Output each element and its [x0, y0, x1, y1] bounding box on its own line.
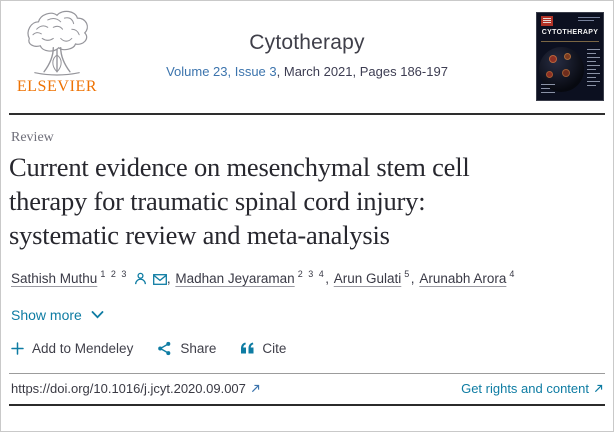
- doi-bar-top-divider: [9, 372, 605, 374]
- cite-button[interactable]: Cite: [240, 341, 286, 356]
- author-separator: ,: [166, 270, 175, 286]
- header-divider: [9, 113, 605, 115]
- elsevier-logo[interactable]: ELSEVIER: [11, 7, 103, 96]
- share-label: Share: [180, 340, 217, 356]
- issue-date-pages: , March 2021, Pages 186-197: [276, 64, 448, 79]
- get-rights-link[interactable]: Get rights and content: [461, 381, 603, 396]
- external-link-icon: [594, 384, 603, 392]
- plus-icon: [11, 341, 24, 355]
- doi-bar-bottom-divider: [9, 403, 605, 406]
- show-more-button[interactable]: Show more: [11, 307, 104, 323]
- elsevier-tree-icon: [27, 10, 88, 76]
- chevron-down-icon: [91, 310, 104, 318]
- show-more-label: Show more: [11, 306, 82, 323]
- volume-issue-link[interactable]: Volume 23, Issue 3: [166, 64, 277, 79]
- cover-contents-text: [587, 49, 600, 89]
- article-type-label: Review: [11, 130, 54, 145]
- cover-top-text: [578, 17, 600, 23]
- add-to-mendeley-button[interactable]: Add to Mendeley: [11, 341, 133, 356]
- issue-line: Volume 23, Issue 3, March 2021, Pages 18…: [111, 64, 503, 79]
- action-bar: Add to Mendeley Share Cite: [11, 341, 613, 356]
- external-link-icon: [251, 384, 260, 392]
- add-to-mendeley-label: Add to Mendeley: [32, 340, 134, 356]
- doi-link[interactable]: https://doi.org/10.1016/j.jcyt.2020.09.0…: [11, 381, 260, 396]
- publisher-name: ELSEVIER: [16, 78, 98, 95]
- cover-publisher-mark: [541, 16, 553, 26]
- cover-footer-text: [541, 84, 555, 96]
- email-corresponding-author-icon[interactable]: [152, 273, 167, 285]
- doi-url-text: https://doi.org/10.1016/j.jcyt.2020.09.0…: [11, 380, 246, 396]
- share-button[interactable]: Share: [157, 341, 216, 356]
- journal-title-link[interactable]: Cytotherapy: [249, 31, 365, 54]
- journal-info: Cytotherapy Volume 23, Issue 3, March 20…: [111, 31, 503, 79]
- share-icon: [158, 341, 171, 355]
- author-separator: ,: [410, 270, 419, 286]
- author-separator: ,: [325, 270, 333, 286]
- author-list: Sathish Muthu 1 2 3, Madhan Jeyaraman 2 3 …: [11, 269, 603, 286]
- cover-journal-title: CYTOTHERAPY: [541, 29, 599, 36]
- journal-banner: ELSEVIER Cytotherapy Volume 23, Issue 3,…: [1, 1, 613, 113]
- author-link[interactable]: Arun Gulati 5: [333, 269, 411, 286]
- journal-cover-thumbnail[interactable]: CYTOTHERAPY: [536, 12, 604, 101]
- author-profile-icon[interactable]: [134, 272, 147, 285]
- author-link[interactable]: Arunabh Arora 4: [419, 269, 516, 286]
- cite-label: Cite: [262, 340, 287, 356]
- cover-divider: [541, 41, 599, 42]
- cite-quote-icon: [241, 342, 254, 354]
- doi-bar: https://doi.org/10.1016/j.jcyt.2020.09.0…: [1, 374, 613, 404]
- author-link[interactable]: Sathish Muthu 1 2 3: [11, 269, 128, 286]
- article-title: Current evidence on mesenchymal stem cel…: [9, 152, 470, 250]
- get-rights-label: Get rights and content: [461, 380, 589, 396]
- author-link[interactable]: Madhan Jeyaraman 2 3 4: [175, 269, 326, 286]
